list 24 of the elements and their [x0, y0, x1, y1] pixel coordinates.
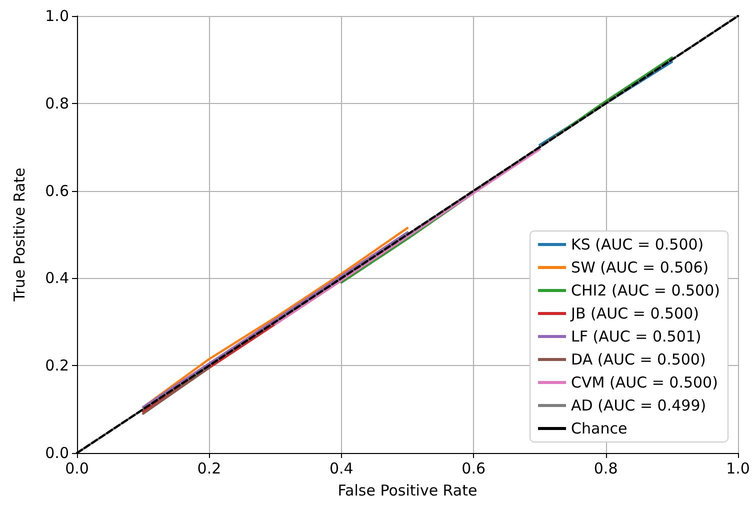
x-tick-label: 0.0: [65, 460, 89, 478]
y-tick-label: 0.6: [45, 182, 69, 200]
y-tick-label: 0.2: [45, 356, 69, 375]
y-tick-label: 0.0: [45, 444, 69, 462]
legend-label: CHI2 (AUC = 0.500): [571, 282, 720, 300]
y-tick-label: 1.0: [45, 7, 69, 25]
legend-label: LF (AUC = 0.501): [571, 328, 702, 346]
y-tick-label: 0.8: [45, 94, 69, 112]
legend-label: KS (AUC = 0.500): [571, 236, 704, 254]
x-axis-title: False Positive Rate: [338, 482, 478, 500]
legend-label: CVM (AUC = 0.500): [571, 374, 718, 392]
legend-label: AD (AUC = 0.499): [571, 396, 706, 414]
x-tick-label: 0.4: [329, 460, 354, 478]
x-tick-label: 1.0: [726, 460, 750, 478]
y-axis-title: True Positive Rate: [10, 168, 28, 302]
legend-label: JB (AUC = 0.500): [570, 304, 699, 322]
x-tick-label: 0.6: [462, 460, 486, 478]
line-series: [76, 14, 740, 454]
legend-label: SW (AUC = 0.506): [571, 258, 709, 276]
y-tick-label: 0.4: [45, 269, 69, 288]
x-tick-label: 0.2: [197, 460, 222, 478]
legend-label: DA (AUC = 0.500): [571, 350, 706, 368]
legend-label: Chance: [571, 420, 628, 438]
x-tick-label: 0.8: [594, 460, 618, 478]
